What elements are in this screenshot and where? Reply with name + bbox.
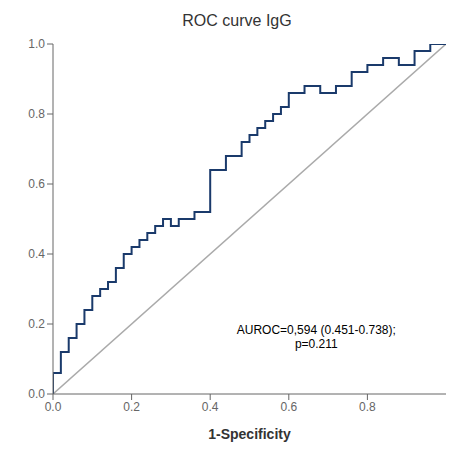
svg-text:0.6: 0.6 (28, 177, 45, 191)
svg-text:0.2: 0.2 (123, 400, 140, 414)
svg-text:0.8: 0.8 (28, 107, 45, 121)
html-text:ROC curve IgG: ROC curve IgG (182, 12, 292, 29)
svg-text:0.0: 0.0 (45, 400, 62, 414)
svg-text:0.6: 0.6 (280, 400, 297, 414)
svg-text:0.4: 0.4 (28, 247, 45, 261)
svg-text:AUROC=0,594 (0.451-0.738);p=0.: AUROC=0,594 (0.451-0.738);p=0.211 (237, 323, 396, 351)
svg-text:0.4: 0.4 (202, 400, 219, 414)
svg-text:1.0: 1.0 (28, 37, 45, 51)
svg-text:0.8: 0.8 (359, 400, 376, 414)
svg-text:0.0: 0.0 (28, 387, 45, 401)
svg-text:0.2: 0.2 (28, 317, 45, 331)
svg-text:1-Specificity: 1-Specificity (208, 426, 291, 442)
